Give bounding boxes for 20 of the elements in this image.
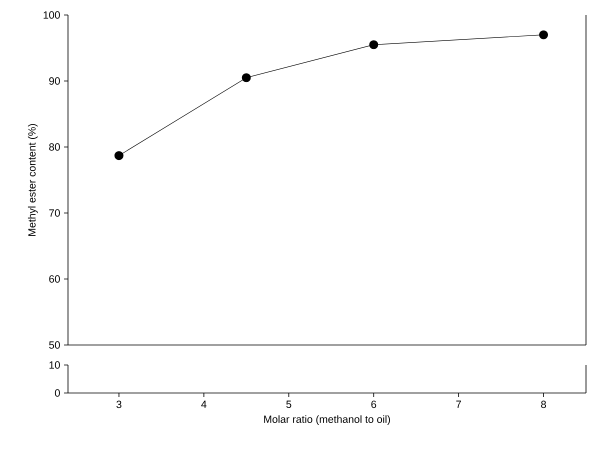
point: [369, 40, 378, 50]
x-tick-label: 7: [456, 400, 461, 408]
y-tick-label: 80: [49, 143, 60, 151]
x-tick-label: 5: [286, 400, 292, 408]
point: [242, 73, 251, 82]
y-tick-label: 70: [49, 209, 60, 217]
point: [114, 151, 124, 160]
x-tick-label: 3: [116, 400, 122, 408]
y-tick-label: 0: [54, 389, 60, 397]
y-tick-label: 90: [49, 77, 60, 85]
x-axis-title: Molar ratio (methanol to oil): [264, 415, 390, 425]
y-tick-label: 100: [44, 11, 60, 19]
y-tick-label: 60: [49, 275, 60, 283]
y-axis-title: Methyl ester content (%): [28, 124, 38, 236]
point: [539, 30, 548, 40]
y-tick-label: 10: [49, 361, 60, 369]
x-tick-label: 8: [541, 400, 546, 408]
y-tick-label: 50: [49, 341, 60, 349]
x-tick-label: 6: [371, 400, 376, 408]
x-tick-label: 4: [201, 400, 206, 408]
